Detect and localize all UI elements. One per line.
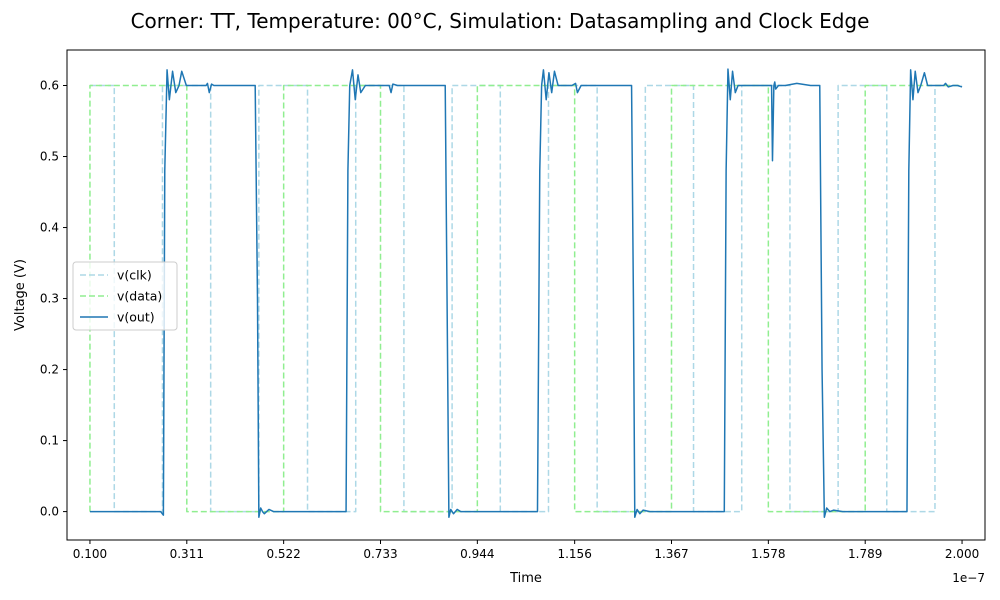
x-tick-label: 2.000 — [945, 547, 979, 561]
x-axis-label: Time — [509, 571, 542, 586]
x-tick-label: 1.789 — [848, 547, 882, 561]
series-line-v-out — [89, 68, 963, 519]
series-layer — [89, 68, 963, 519]
x-tick-label: 0.311 — [170, 547, 204, 561]
x-tick-label: 0.100 — [73, 547, 107, 561]
legend-label: v(clk) — [117, 268, 152, 283]
y-tick-label: 0.1 — [40, 434, 59, 448]
x-tick-label: 0.733 — [363, 547, 397, 561]
x-tick-label: 0.522 — [266, 547, 300, 561]
x-tick-label: 1.578 — [751, 547, 785, 561]
y-axis: 0.0 0.1 0.2 0.3 0.4 0.5 0.6 — [40, 79, 67, 519]
x-tick-label: 0.944 — [460, 547, 494, 561]
y-tick-label: 0.6 — [40, 79, 59, 93]
y-tick-label: 0.5 — [40, 150, 59, 164]
y-tick-label: 0.4 — [40, 221, 59, 235]
x-tick-label: 1.367 — [654, 547, 688, 561]
chart-title: Corner: TT, Temperature: 00°C, Simulatio… — [131, 9, 870, 33]
legend-label: v(out) — [117, 310, 155, 325]
legend: v(clk) v(data) v(out) — [72, 261, 178, 331]
plot-frame — [66, 49, 986, 541]
x-axis: 0.100 0.311 0.522 0.733 0.944 1.156 1.367 1.578… — [73, 540, 979, 561]
y-tick-label: 0.3 — [40, 292, 59, 306]
x-axis-offset-label: 1e−7 — [952, 571, 985, 585]
series-line-v-data — [89, 84, 963, 513]
legend-box — [72, 261, 178, 331]
legend-label: v(data) — [117, 289, 162, 304]
x-tick-label: 1.156 — [557, 547, 591, 561]
y-tick-label: 0.2 — [40, 363, 59, 377]
y-axis-label: Voltage (V) — [13, 259, 28, 331]
y-tick-label: 0.0 — [40, 505, 59, 519]
